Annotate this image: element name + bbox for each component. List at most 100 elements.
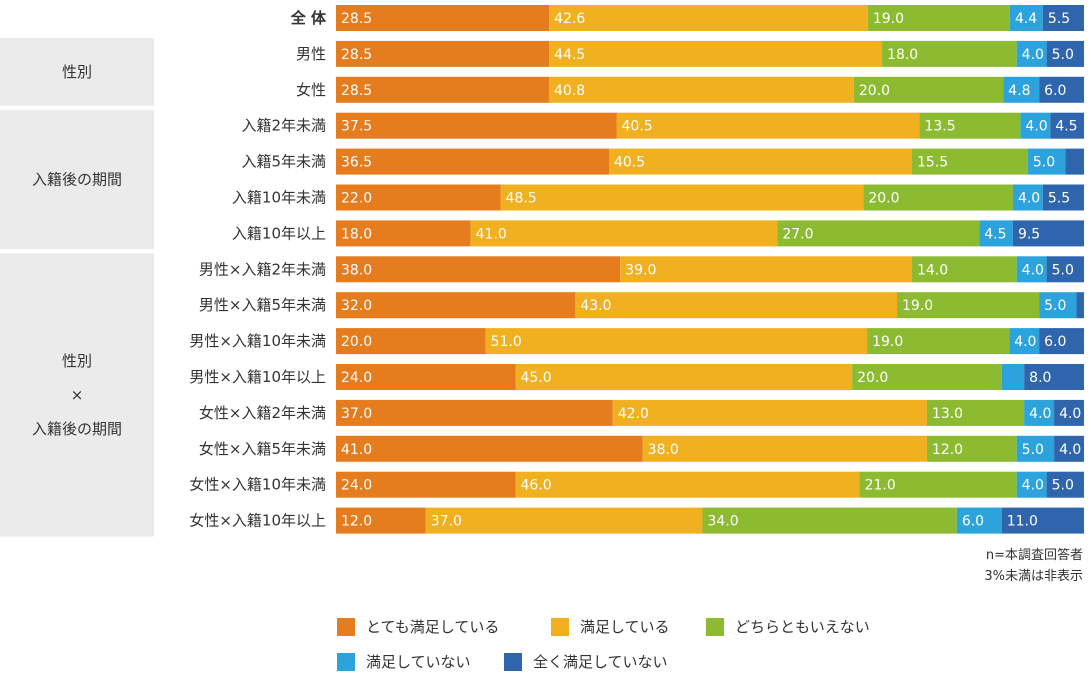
data-label: 11.0 bbox=[1007, 514, 1038, 530]
bar-segment bbox=[1020, 112, 1051, 139]
data-label: 5.0 bbox=[1044, 298, 1066, 314]
bar-segment bbox=[1016, 256, 1047, 283]
legend-swatch-0 bbox=[337, 618, 355, 636]
group-box-0 bbox=[0, 37, 154, 106]
bar-segment bbox=[575, 292, 897, 319]
bar-segment bbox=[616, 112, 920, 139]
bar-segment bbox=[336, 220, 471, 247]
data-label: 37.0 bbox=[431, 514, 462, 530]
row-label: 男性×入籍5年未満 bbox=[199, 296, 326, 314]
data-label: 15.5 bbox=[917, 155, 948, 171]
bar-segment bbox=[1012, 220, 1084, 247]
data-label: 28.5 bbox=[341, 47, 372, 63]
bar-segment bbox=[1054, 399, 1084, 426]
bar-segment bbox=[1001, 507, 1084, 534]
bar-segment bbox=[863, 184, 1013, 211]
data-label: 45.0 bbox=[521, 370, 552, 386]
data-label: 34.0 bbox=[708, 514, 739, 530]
data-label: 13.5 bbox=[924, 119, 955, 135]
legend-swatch-4 bbox=[504, 653, 522, 671]
bar-segment bbox=[859, 471, 1017, 498]
data-label: 4.0 bbox=[1025, 119, 1047, 135]
data-label: 44.5 bbox=[554, 47, 585, 63]
bar-segment bbox=[1039, 328, 1084, 355]
group-label-1: 入籍後の期間 bbox=[32, 171, 122, 189]
row-label: 男性×入籍10年以上 bbox=[189, 368, 326, 386]
data-label: 6.0 bbox=[1044, 334, 1066, 350]
data-label: 24.0 bbox=[341, 478, 372, 494]
bar-segment bbox=[1046, 40, 1084, 67]
data-label: 8.0 bbox=[1029, 370, 1051, 386]
bar-segment bbox=[336, 507, 426, 534]
bar-segment bbox=[1065, 148, 1084, 175]
bar-segment bbox=[1024, 364, 1084, 390]
note-1: 3%未満は非表示 bbox=[984, 569, 1083, 584]
bar-segment bbox=[956, 507, 1002, 534]
bar-segment bbox=[882, 40, 1017, 67]
row-label: 男性×入籍2年未満 bbox=[199, 260, 326, 278]
data-label: 38.0 bbox=[341, 262, 372, 278]
data-label: 19.0 bbox=[902, 298, 933, 314]
data-label: 20.0 bbox=[857, 370, 888, 386]
bar-segment bbox=[853, 76, 1004, 103]
data-label: 36.5 bbox=[341, 155, 372, 171]
bar-segment bbox=[979, 220, 1013, 247]
legend-swatch-2 bbox=[706, 618, 724, 636]
bar-segment bbox=[336, 76, 549, 103]
bar-segment bbox=[911, 148, 1028, 175]
bar-segment bbox=[926, 399, 1025, 426]
bar-segment bbox=[485, 328, 868, 355]
row-label: 入籍2年未満 bbox=[241, 117, 326, 135]
data-label: 41.0 bbox=[476, 226, 507, 242]
data-label: 51.0 bbox=[491, 334, 522, 350]
row-label: 入籍10年以上 bbox=[232, 224, 326, 242]
data-label: 6.0 bbox=[1044, 83, 1066, 99]
bar-segment bbox=[336, 399, 613, 426]
bar-segment bbox=[1016, 435, 1055, 462]
data-label: 5.0 bbox=[1052, 478, 1074, 494]
row-label: 女性 bbox=[296, 81, 326, 99]
row-label: 女性×入籍5年未満 bbox=[199, 440, 326, 458]
data-label: 19.0 bbox=[872, 334, 903, 350]
note-0: n=本調査回答者 bbox=[986, 547, 1083, 563]
data-label: 13.0 bbox=[932, 406, 963, 422]
bar-segment bbox=[1027, 148, 1066, 175]
bar-segment bbox=[1046, 471, 1084, 498]
row-label: 女性×入籍10年以上 bbox=[189, 512, 326, 530]
data-label: 5.0 bbox=[1033, 155, 1055, 171]
data-label: 39.0 bbox=[625, 262, 656, 278]
data-label: 4.0 bbox=[1018, 191, 1040, 207]
legend-swatch-3 bbox=[337, 653, 355, 671]
bar-segment bbox=[1016, 471, 1047, 498]
data-label: 12.0 bbox=[341, 514, 372, 530]
row-label: 女性×入籍10年未満 bbox=[189, 476, 326, 494]
bar-segment bbox=[702, 507, 957, 534]
bar-segment bbox=[1042, 184, 1084, 211]
bar-segment bbox=[1009, 328, 1040, 355]
data-label: 48.5 bbox=[506, 191, 537, 207]
bar-segment bbox=[336, 435, 643, 462]
bar-segment bbox=[336, 256, 621, 283]
group-label-2-line-2: 入籍後の期間 bbox=[32, 420, 122, 438]
bar-segment bbox=[919, 112, 1021, 139]
row-label: 男性 bbox=[296, 45, 326, 63]
bar-segment bbox=[867, 5, 1010, 31]
data-label: 27.0 bbox=[782, 226, 813, 242]
data-label: 4.0 bbox=[1029, 406, 1051, 422]
data-label: 37.5 bbox=[341, 119, 372, 135]
legend-swatch-1 bbox=[551, 618, 569, 636]
bar-segment bbox=[1024, 399, 1055, 426]
data-label: 18.0 bbox=[887, 47, 918, 63]
bar-segment bbox=[1039, 292, 1077, 319]
group-label-2-line-1: × bbox=[71, 386, 84, 404]
data-label: 14.0 bbox=[917, 262, 948, 278]
data-label: 4.5 bbox=[1055, 119, 1077, 135]
bar-segment bbox=[336, 112, 617, 139]
bar-segment bbox=[852, 364, 1002, 390]
bar-segment bbox=[336, 328, 486, 355]
data-label: 21.0 bbox=[865, 478, 896, 494]
data-label: 5.5 bbox=[1048, 11, 1070, 27]
row-label: 全 体 bbox=[290, 9, 327, 27]
bar-segment bbox=[897, 292, 1040, 319]
